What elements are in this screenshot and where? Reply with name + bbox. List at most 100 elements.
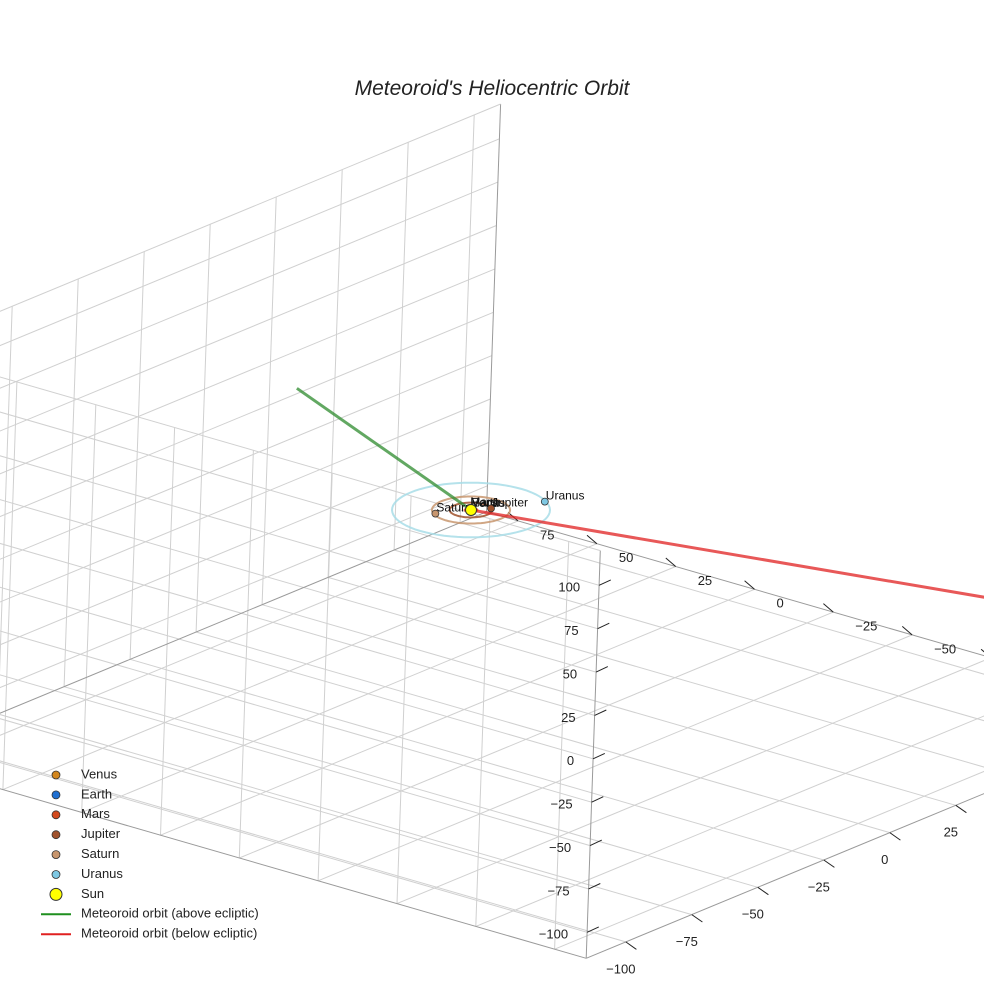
tick-mark — [589, 839, 603, 847]
grid-line — [0, 311, 494, 518]
grid-line — [0, 306, 13, 674]
grid-line — [261, 196, 277, 605]
tick-label: 75 — [564, 623, 578, 638]
grid-line — [0, 762, 588, 933]
meteoroid-orbit-below — [470, 508, 984, 599]
grid-line — [261, 604, 956, 806]
grid-line — [327, 169, 343, 578]
legend-item: Saturn — [51, 846, 119, 861]
legend-label: Jupiter — [81, 826, 121, 841]
tick-mark — [586, 926, 600, 933]
axis-edge — [586, 793, 984, 959]
tick-label: 25 — [698, 573, 712, 588]
grid-line — [459, 522, 984, 675]
tick-mark — [980, 648, 984, 653]
tick-mark — [595, 666, 609, 673]
grid-line — [0, 520, 519, 736]
grid-line — [0, 455, 598, 630]
planet-label-venus: Venus — [472, 496, 505, 510]
tick-mark — [823, 603, 834, 613]
grid-line — [459, 114, 475, 523]
tick-mark — [889, 832, 901, 841]
tick-mark — [823, 859, 835, 868]
legend-label: Saturn — [81, 846, 119, 861]
legend-item: Sun — [49, 886, 104, 901]
axis-edge — [0, 511, 487, 714]
grid-line — [0, 718, 589, 890]
grid-line — [317, 634, 913, 882]
grid — [0, 103, 984, 959]
grid-line — [129, 251, 145, 660]
meteoroid-series — [296, 387, 984, 599]
tick-label: 50 — [563, 667, 577, 682]
tick-label: 0 — [881, 852, 888, 867]
grid-line — [0, 268, 496, 475]
tick-label: −75 — [676, 934, 698, 949]
tick-mark — [665, 557, 677, 567]
legend-label: Sun — [81, 886, 104, 901]
grid-line — [0, 760, 626, 943]
grid-line — [554, 541, 570, 950]
tick-mark — [592, 752, 606, 760]
legend-label: Earth — [81, 786, 112, 801]
grid-line — [160, 427, 176, 836]
grid-line — [0, 542, 595, 716]
tick-label: 0 — [777, 596, 784, 611]
legend-item: Uranus — [51, 866, 123, 881]
grid-line — [396, 495, 412, 904]
grid-line — [0, 138, 500, 347]
legend-swatch-marker — [51, 770, 61, 780]
planet-jupiter — [487, 504, 495, 513]
grid-line — [195, 224, 211, 633]
grid-line — [393, 549, 984, 722]
tick-label: −100 — [539, 927, 568, 942]
grid-line — [0, 485, 488, 689]
chart-title: Meteoroid's Heliocentric Orbit — [355, 77, 631, 100]
legend-item: Mars — [51, 806, 110, 821]
grid-line — [160, 588, 755, 836]
grid-line — [554, 770, 984, 950]
grid-line — [327, 576, 984, 768]
legend-swatch-marker — [51, 790, 61, 800]
tick-mark — [744, 580, 755, 590]
axis-edge — [486, 511, 984, 657]
tick-mark — [588, 883, 601, 890]
grid-line — [63, 278, 79, 687]
legend-label: Uranus — [81, 866, 123, 881]
tick-label: −50 — [742, 907, 764, 922]
tick-label: −50 — [934, 641, 956, 656]
tick-mark — [757, 886, 769, 896]
legend-label: Meteoroid orbit (above ecliptic) — [81, 906, 259, 921]
tick-mark — [625, 941, 637, 950]
legend-item: Meteoroid orbit (above ecliptic) — [41, 906, 259, 921]
grid-line — [0, 398, 491, 603]
axis-edge — [0, 788, 587, 959]
grid-line — [0, 441, 490, 646]
grid-line — [129, 658, 824, 861]
grid-line — [0, 181, 499, 389]
axis-ticks: −125−100−75−50−250255075−100−75−50−25025… — [507, 512, 984, 976]
grid-line — [238, 450, 254, 859]
planet-label-saturn: Saturn — [436, 501, 471, 515]
tick-label: −50 — [549, 840, 571, 855]
legend-item: Earth — [51, 786, 112, 801]
grid-line — [0, 586, 594, 760]
tick-label: −100 — [606, 961, 635, 976]
legend: Venus Earth Mars Jupiter Saturn Uranus Sun Mete… — [41, 766, 259, 941]
tick-mark — [901, 626, 913, 636]
legend-item: Meteoroid orbit (below ecliptic) — [41, 926, 257, 941]
tick-label: −25 — [551, 797, 573, 812]
sun-marker — [465, 504, 477, 516]
grid-line — [0, 225, 497, 432]
grid-line — [0, 411, 600, 586]
legend-item: Venus — [51, 766, 118, 781]
legend-swatch-marker — [51, 810, 61, 820]
grid-line — [0, 714, 692, 916]
orbit-jupiter — [448, 501, 494, 519]
meteoroid-orbit-above — [296, 387, 472, 512]
tick-mark — [955, 804, 967, 814]
tick-mark — [598, 579, 612, 586]
tick-label: 25 — [561, 710, 575, 725]
legend-swatch-marker — [51, 870, 61, 879]
